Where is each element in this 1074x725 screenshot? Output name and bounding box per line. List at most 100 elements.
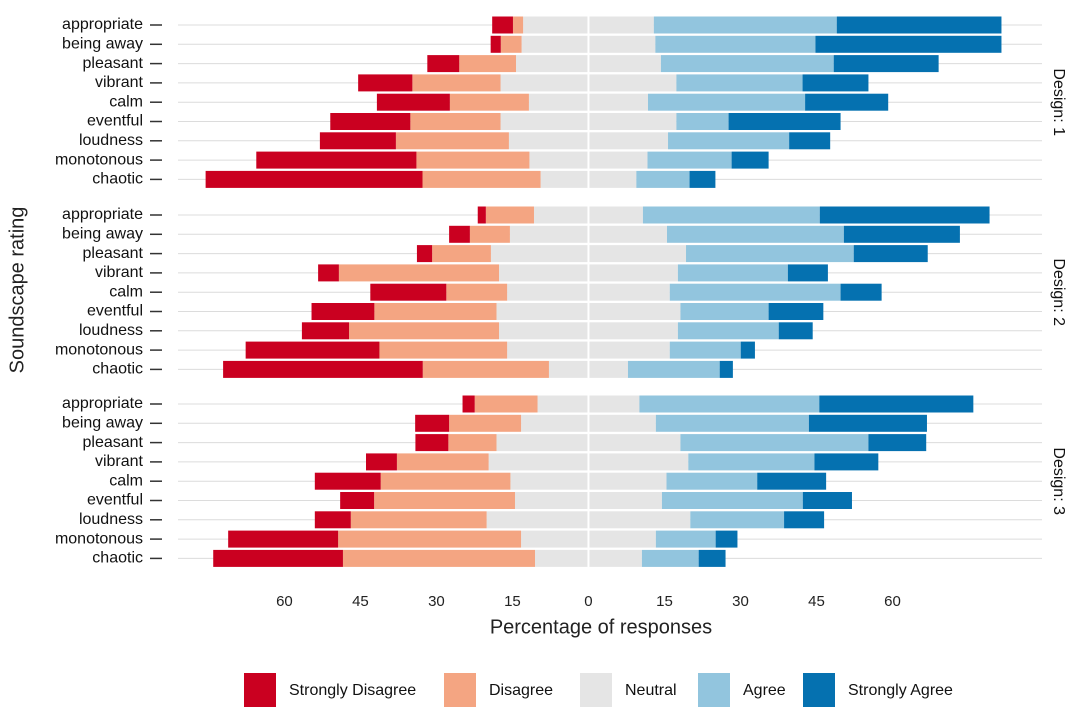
bar-segment <box>778 322 813 340</box>
bar-segment <box>512 16 524 34</box>
bar-segment <box>396 453 489 471</box>
bar-segment <box>666 472 758 490</box>
x-tick-label: 60 <box>276 593 293 610</box>
bar-segment <box>469 225 510 243</box>
x-tick-label: 15 <box>656 593 673 610</box>
y-tick-label: loudness <box>79 132 143 149</box>
legend-label: Strongly Disagree <box>289 682 416 699</box>
bar-segment <box>462 395 475 413</box>
y-tick-label: chaotic <box>92 361 143 378</box>
bar-segment <box>802 492 852 509</box>
bar-segment <box>380 472 511 490</box>
bar-segment <box>636 170 690 188</box>
bar-segment <box>653 16 837 34</box>
legend-swatch <box>698 673 730 707</box>
bar-segment <box>449 225 470 243</box>
bar-segment <box>819 395 974 413</box>
bar-segment <box>677 322 779 340</box>
y-tick-label: calm <box>109 472 143 489</box>
panel-label: Design: 1 <box>1050 68 1067 136</box>
bar-segment <box>342 549 536 567</box>
bar-segment <box>676 113 729 130</box>
bar-segment <box>350 511 487 529</box>
y-tick-label: pleasant <box>83 55 144 72</box>
bar-segment <box>836 16 1002 34</box>
legend-swatch <box>244 673 276 707</box>
bar-segment <box>639 395 820 413</box>
bar-segment <box>698 549 726 567</box>
bar-segment <box>641 549 699 567</box>
bar-segment <box>669 283 841 301</box>
bar-segment <box>366 453 397 471</box>
bar-segment <box>319 132 396 150</box>
y-tick-label: vibrant <box>95 74 144 91</box>
legend-label: Strongly Agree <box>848 682 953 699</box>
bar-segment <box>843 225 960 243</box>
legend-label: Disagree <box>489 682 553 699</box>
y-tick-label: vibrant <box>95 453 144 470</box>
bar-segment <box>314 472 381 490</box>
bar-segment <box>819 206 990 224</box>
bar-segment <box>318 264 339 282</box>
bar-segment <box>686 245 854 263</box>
bar-segment <box>376 93 450 111</box>
bar-segment <box>789 132 831 150</box>
bar-segment <box>784 511 825 529</box>
bar-segment <box>415 414 450 432</box>
bar-segment <box>459 55 516 73</box>
bar-segment <box>338 264 500 282</box>
bar-segment <box>448 434 497 452</box>
bar-segment <box>374 492 515 509</box>
bar-segment <box>719 360 733 378</box>
bar-segment <box>642 206 820 224</box>
y-tick-label: monotonous <box>55 530 143 547</box>
bar-segment <box>213 549 343 567</box>
legend-label: Neutral <box>625 682 677 699</box>
y-tick-label: calm <box>109 283 143 300</box>
bar-segment <box>688 453 815 471</box>
bar-segment <box>379 341 508 359</box>
bar-segment <box>223 360 423 378</box>
bar-segment <box>669 341 741 359</box>
bar-segment <box>349 322 500 340</box>
legend-swatch <box>444 673 476 707</box>
bar-segment <box>358 74 413 92</box>
bar-segment <box>833 55 939 73</box>
x-tick-label: 30 <box>732 593 749 610</box>
bar-segment <box>422 170 541 188</box>
bar-segment <box>314 511 351 529</box>
bar-segment <box>245 341 380 359</box>
bar-segment <box>432 245 491 263</box>
y-tick-label: chaotic <box>92 171 143 188</box>
legend-swatch <box>803 673 835 707</box>
bar-segment <box>655 530 716 548</box>
y-tick-label: appropriate <box>62 206 143 223</box>
bar-segment <box>815 35 1002 53</box>
y-tick-label: loudness <box>79 322 143 339</box>
y-tick-label: monotonous <box>55 151 143 168</box>
bar-segment <box>492 16 513 34</box>
bar-segment <box>667 225 844 243</box>
x-tick-label: 45 <box>352 593 369 610</box>
bar-segment <box>412 74 501 92</box>
y-tick-label: being away <box>62 36 143 53</box>
bar-segment <box>416 151 530 169</box>
bar-segment <box>805 93 889 111</box>
bar-segment <box>338 530 522 548</box>
bar-segment <box>301 322 350 340</box>
bar-segment <box>655 35 816 53</box>
y-tick-label: appropriate <box>62 16 143 33</box>
x-tick-label: 15 <box>504 593 521 610</box>
bar-segment <box>661 492 803 509</box>
bar-segment <box>485 206 534 224</box>
y-tick-label: eventful <box>87 492 143 509</box>
bar-segment <box>410 113 501 130</box>
bar-segment <box>787 264 828 282</box>
bar-segment <box>311 303 375 320</box>
legend-label: Agree <box>743 682 786 699</box>
y-tick-label: chaotic <box>92 550 143 567</box>
bar-segment <box>449 414 522 432</box>
bar-segment <box>676 74 803 92</box>
bar-segment <box>370 283 447 301</box>
